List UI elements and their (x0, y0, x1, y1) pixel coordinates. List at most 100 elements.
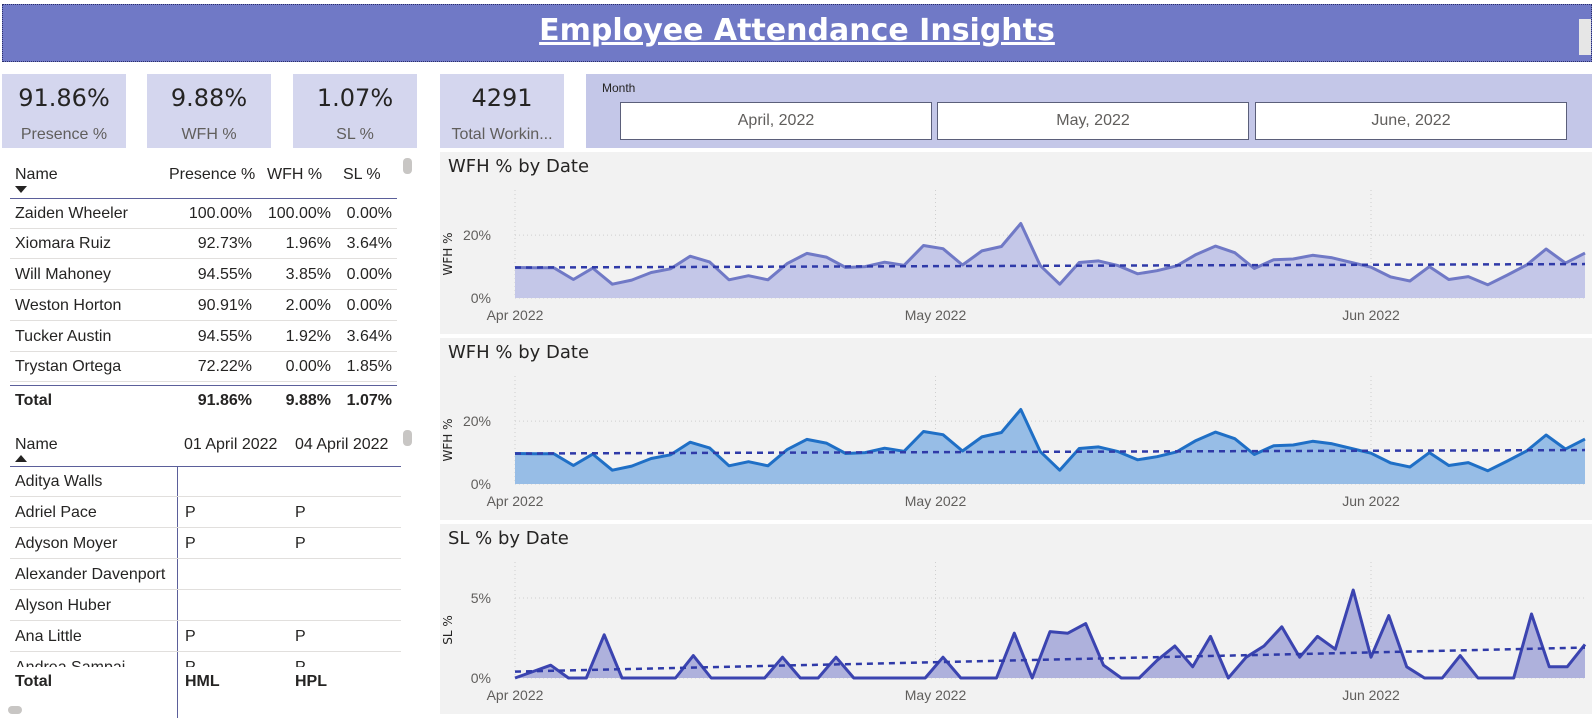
page-title: Employee Attendance Insights (539, 13, 1055, 48)
y-tick-label: 0% (471, 290, 491, 306)
cell-wfh: 1.92% (285, 328, 331, 345)
month-option-april[interactable]: April, 2022 (620, 102, 932, 140)
total-label: Total (15, 673, 53, 690)
matrix-horizontal-scrollbar[interactable] (8, 706, 22, 714)
trend-line (514, 646, 1586, 673)
kpi-card-presence: 91.86% Presence % (2, 74, 126, 148)
cell-status: P (295, 504, 306, 521)
matrix-row[interactable]: Aditya Walls (10, 467, 401, 497)
total-divider (10, 385, 397, 386)
table-row[interactable]: Weston Horton 90.91% 2.00% 0.00% (10, 291, 397, 321)
cell-name: Adriel Pace (15, 504, 97, 521)
matrix-vertical-scrollbar[interactable] (403, 430, 412, 446)
cell-presence: 90.91% (197, 297, 252, 314)
x-tick-label: May 2022 (905, 687, 967, 703)
total-presence: 91.86% (197, 392, 252, 409)
cell-status: P (295, 628, 306, 645)
month-option-june[interactable]: June, 2022 (1255, 102, 1567, 140)
cell-sl: 0.00% (346, 297, 392, 314)
x-tick-label: Apr 2022 (487, 493, 544, 509)
series-line (514, 408, 1586, 473)
matrix-row[interactable]: Adyson Moyer P P (10, 529, 401, 559)
kpi-value: 4291 (471, 84, 533, 112)
cell-presence: 94.55% (197, 328, 252, 345)
cell-status: P (295, 659, 306, 667)
sort-desc-icon (15, 186, 27, 193)
column-header-wfh[interactable]: WFH % (267, 166, 323, 183)
cell-name: Weston Horton (15, 297, 122, 314)
matrix-row[interactable]: Andrea Sampai... P P (10, 653, 401, 667)
column-header-name[interactable]: Name (15, 166, 58, 183)
kpi-label: SL % (336, 126, 374, 143)
cell-name: Alyson Huber (15, 597, 112, 614)
daily-attendance-matrix: Name 01 April 2022 04 April 2022 Aditya … (0, 426, 415, 718)
summary-table: Name Presence % WFH % SL % Zaiden Wheele… (0, 152, 415, 420)
x-tick-label: Apr 2022 (487, 307, 544, 323)
cell-presence: 92.73% (197, 235, 252, 252)
table-row[interactable]: Xiomara Ruiz 92.73% 1.96% 3.64% (10, 229, 397, 259)
cell-name: Alexander Davenport (15, 566, 166, 583)
total-sl: 1.07% (346, 392, 392, 409)
series-area (515, 223, 1585, 298)
cell-name: Zaiden Wheeler (15, 205, 128, 222)
x-tick-label: May 2022 (905, 307, 967, 323)
cell-presence: 100.00% (188, 205, 252, 222)
column-header-name[interactable]: Name (15, 436, 58, 453)
matrix-row[interactable]: Adriel Pace P P (10, 498, 401, 528)
slicer-title: Month (602, 81, 636, 95)
cell-name: Xiomara Ruiz (15, 235, 112, 252)
chart-svg: Apr 2022 May 2022 Jun 2022 0% 5% SL % (441, 562, 1587, 703)
y-tick-label: 0% (471, 476, 491, 492)
month-option-may[interactable]: May, 2022 (937, 102, 1249, 140)
matrix-row[interactable]: Ana Little P P (10, 622, 401, 652)
chart-title: WFH % by Date (448, 156, 590, 177)
header-scroll-button[interactable] (1579, 19, 1591, 55)
table-row[interactable]: Tucker Austin 94.55% 1.92% 3.64% (10, 322, 397, 352)
kpi-card-sl: 1.07% SL % (293, 74, 417, 148)
x-tick-label: May 2022 (905, 493, 967, 509)
series-line (514, 222, 1586, 287)
month-slicer: Month April, 2022 May, 2022 June, 2022 (586, 74, 1592, 148)
chart-svg: Apr 2022 May 2022 Jun 2022 0% 20% WFH % (441, 190, 1586, 323)
total-row: Total 91.86% 9.88% 1.07% (10, 386, 397, 416)
column-header-date-2[interactable]: 04 April 2022 (295, 436, 389, 453)
chart-title: SL % by Date (448, 528, 569, 549)
chart-wfh-1: WFH % by Date Apr 2022 May 2022 Jun 2022 0%… (440, 152, 1592, 334)
cell-status: P (185, 628, 196, 645)
kpi-card-total-working: 4291 Total Workin... (440, 74, 564, 148)
matrix-row[interactable]: Alyson Huber (10, 591, 401, 621)
cell-sl: 3.64% (346, 328, 392, 345)
column-header-sl[interactable]: SL % (343, 166, 381, 183)
matrix-row[interactable]: Alexander Davenport (10, 560, 401, 590)
cell-presence: 94.55% (197, 266, 252, 283)
cell-sl: 1.85% (346, 358, 392, 375)
total-wfh: 9.88% (285, 392, 331, 409)
total-date-2: HPL (295, 673, 327, 690)
cell-name: Adyson Moyer (15, 535, 118, 552)
kpi-value: 91.86% (18, 84, 110, 112)
total-date-1: HML (185, 673, 220, 690)
matrix-body: Aditya Walls Adriel Pace P P Adyson Moye… (10, 467, 401, 667)
column-header-date-1[interactable]: 01 April 2022 (184, 436, 278, 453)
cell-name: Tucker Austin (15, 328, 112, 345)
header-divider (10, 466, 401, 467)
y-tick-label: 20% (463, 413, 491, 429)
y-axis-label: SL % (441, 615, 455, 645)
x-tick-label: Jun 2022 (1342, 493, 1400, 509)
table-row[interactable]: Will Mahoney 94.55% 3.85% 0.00% (10, 260, 397, 290)
cell-presence: 72.22% (197, 358, 252, 375)
table-row[interactable]: Zaiden Wheeler 100.00% 100.00% 0.00% (10, 199, 397, 229)
series-line (514, 588, 1587, 680)
trend-line (514, 262, 1586, 269)
cell-wfh: 100.00% (267, 205, 331, 222)
kpi-card-wfh: 9.88% WFH % (147, 74, 271, 148)
kpi-value: 1.07% (316, 84, 394, 112)
table-row[interactable]: Trystan Ortega 72.22% 0.00% 1.85% (10, 352, 397, 382)
kpi-value: 9.88% (170, 84, 248, 112)
table-scrollbar[interactable] (403, 158, 412, 174)
cell-status: P (185, 504, 196, 521)
cell-status: P (185, 535, 196, 552)
sort-asc-icon (15, 455, 27, 462)
column-header-presence[interactable]: Presence % (169, 166, 256, 183)
cell-wfh: 0.00% (285, 358, 331, 375)
